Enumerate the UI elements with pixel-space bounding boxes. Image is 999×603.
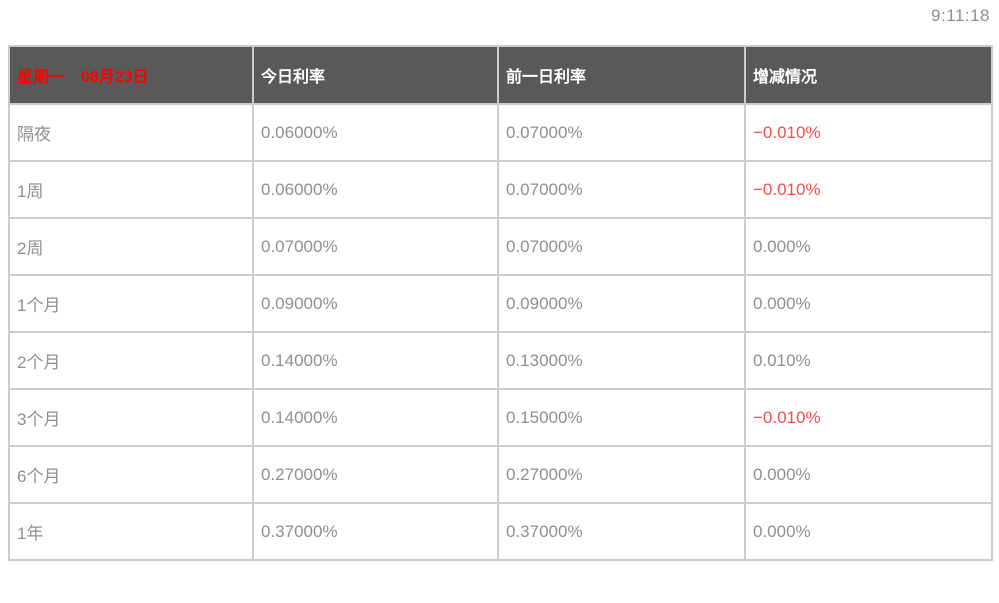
header-date-label: 星期一 08月23日 bbox=[8, 45, 254, 105]
previous-rate-cell: 0.15000% bbox=[497, 388, 746, 447]
header-previous-rate: 前一日利率 bbox=[497, 45, 746, 105]
table-row: 1周 0.06000% 0.07000% −0.010% bbox=[8, 160, 993, 219]
term-cell: 隔夜 bbox=[8, 103, 254, 162]
term-cell: 1年 bbox=[8, 502, 254, 561]
table-header-row: 星期一 08月23日 今日利率 前一日利率 增减情况 bbox=[8, 45, 993, 105]
today-rate-cell: 0.06000% bbox=[252, 103, 499, 162]
table-row: 3个月 0.14000% 0.15000% −0.010% bbox=[8, 388, 993, 447]
today-rate-cell: 0.14000% bbox=[252, 331, 499, 390]
interbank-rates-table: 星期一 08月23日 今日利率 前一日利率 增减情况 隔夜 0.06000% 0… bbox=[8, 45, 993, 561]
table-row: 1个月 0.09000% 0.09000% 0.000% bbox=[8, 274, 993, 333]
today-rate-cell: 0.37000% bbox=[252, 502, 499, 561]
clock-timestamp: 9:11:18 bbox=[931, 6, 990, 25]
term-cell: 6个月 bbox=[8, 445, 254, 504]
previous-rate-cell: 0.13000% bbox=[497, 331, 746, 390]
change-cell: 0.000% bbox=[744, 274, 993, 333]
change-cell: −0.010% bbox=[744, 103, 993, 162]
change-cell: 0.000% bbox=[744, 217, 993, 276]
term-cell: 3个月 bbox=[8, 388, 254, 447]
table-row: 2周 0.07000% 0.07000% 0.000% bbox=[8, 217, 993, 276]
term-cell: 1周 bbox=[8, 160, 254, 219]
table-row: 2个月 0.14000% 0.13000% 0.010% bbox=[8, 331, 993, 390]
term-cell: 1个月 bbox=[8, 274, 254, 333]
change-cell: 0.000% bbox=[744, 445, 993, 504]
header-change: 增减情况 bbox=[744, 45, 993, 105]
today-rate-cell: 0.27000% bbox=[252, 445, 499, 504]
term-cell: 2周 bbox=[8, 217, 254, 276]
today-rate-cell: 0.14000% bbox=[252, 388, 499, 447]
change-cell: 0.000% bbox=[744, 502, 993, 561]
previous-rate-cell: 0.27000% bbox=[497, 445, 746, 504]
term-cell: 2个月 bbox=[8, 331, 254, 390]
header-today-rate: 今日利率 bbox=[252, 45, 499, 105]
previous-rate-cell: 0.07000% bbox=[497, 160, 746, 219]
previous-rate-cell: 0.09000% bbox=[497, 274, 746, 333]
table-row: 6个月 0.27000% 0.27000% 0.000% bbox=[8, 445, 993, 504]
today-rate-cell: 0.09000% bbox=[252, 274, 499, 333]
table-row: 1年 0.37000% 0.37000% 0.000% bbox=[8, 502, 993, 561]
previous-rate-cell: 0.07000% bbox=[497, 103, 746, 162]
today-rate-cell: 0.07000% bbox=[252, 217, 499, 276]
previous-rate-cell: 0.07000% bbox=[497, 217, 746, 276]
change-cell: −0.010% bbox=[744, 160, 993, 219]
change-cell: −0.010% bbox=[744, 388, 993, 447]
change-cell: 0.010% bbox=[744, 331, 993, 390]
previous-rate-cell: 0.37000% bbox=[497, 502, 746, 561]
table-row: 隔夜 0.06000% 0.07000% −0.010% bbox=[8, 103, 993, 162]
today-rate-cell: 0.06000% bbox=[252, 160, 499, 219]
